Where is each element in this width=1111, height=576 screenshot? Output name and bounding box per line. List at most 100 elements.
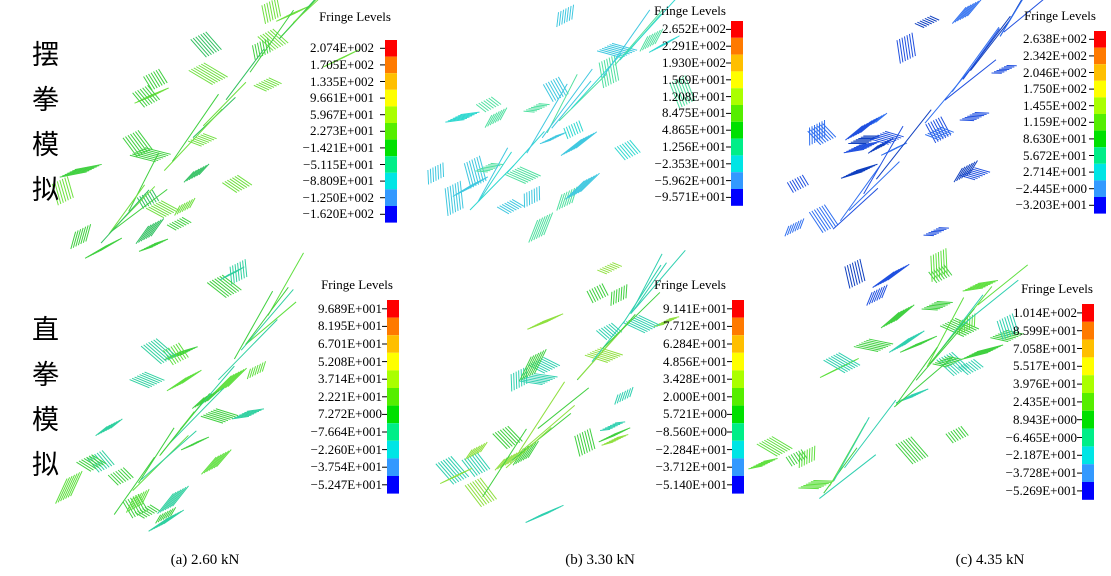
wire	[962, 118, 977, 120]
wire	[142, 148, 169, 157]
fringe-level: 2.273E+001	[309, 123, 374, 139]
wire	[597, 269, 608, 275]
wire	[445, 119, 465, 123]
wire	[798, 453, 801, 469]
wire	[546, 74, 578, 134]
fringe-level: 2.714E+001	[1022, 164, 1087, 180]
fringe-level: 9.661E+001	[309, 90, 374, 106]
legend-title: Fringe Levels	[654, 277, 726, 292]
wire	[184, 200, 191, 211]
wire	[607, 425, 618, 428]
fringe-level: −3.754E+001	[310, 459, 382, 475]
wire	[234, 266, 245, 274]
wire	[823, 447, 858, 494]
wire	[813, 479, 834, 482]
wire	[214, 278, 235, 295]
wire	[208, 453, 225, 471]
fringe-level: −3.712E+001	[655, 459, 727, 475]
wire	[895, 443, 914, 465]
wire	[229, 266, 233, 285]
wire	[872, 142, 884, 152]
wire	[914, 335, 938, 346]
wire	[970, 283, 991, 288]
wire	[144, 147, 171, 155]
wire	[970, 360, 982, 369]
wireframe	[55, 252, 304, 532]
wire	[472, 481, 490, 504]
wire	[1011, 313, 1019, 333]
wire	[935, 253, 938, 280]
wire	[195, 36, 212, 55]
fringe-level: 8.599E+001	[1012, 322, 1077, 338]
fringe-level: 6.284E+001	[662, 336, 727, 351]
wire	[201, 456, 217, 475]
wire	[99, 237, 123, 252]
wire	[215, 373, 235, 394]
wire	[249, 9, 294, 73]
fringe-level: 2.435E+001	[1012, 393, 1077, 409]
fringe-level: −2.353E+001	[654, 155, 726, 171]
wire	[806, 449, 808, 465]
wire	[911, 32, 916, 57]
wire	[517, 167, 539, 178]
wire	[642, 34, 651, 51]
wire	[176, 219, 187, 226]
wire	[575, 175, 595, 195]
wire	[526, 83, 568, 154]
wire	[181, 216, 192, 224]
wire	[158, 68, 168, 84]
wire	[502, 428, 518, 445]
wire	[658, 321, 670, 325]
fringe-swatch	[387, 352, 399, 371]
wire	[447, 117, 468, 122]
wire	[469, 455, 483, 474]
wire	[153, 203, 172, 215]
wire	[196, 66, 221, 82]
wire	[66, 176, 74, 198]
wire	[966, 161, 976, 177]
wire	[535, 104, 548, 107]
wire	[490, 162, 503, 166]
wire	[447, 186, 452, 215]
wire	[860, 117, 879, 134]
wire	[162, 510, 169, 520]
wire	[895, 142, 908, 149]
wire	[163, 509, 185, 525]
wire	[450, 455, 470, 478]
fringe-swatch	[1094, 180, 1106, 197]
wire	[524, 353, 537, 379]
wire	[526, 352, 540, 378]
wire	[568, 125, 574, 137]
wire	[489, 112, 498, 126]
fringe-level: −1.250E+002	[302, 189, 374, 205]
legend-title: Fringe Levels	[654, 3, 726, 18]
wire	[868, 338, 894, 345]
wire	[208, 412, 231, 420]
wire	[530, 218, 541, 242]
wire	[946, 354, 965, 372]
fringe-swatch	[1082, 428, 1094, 447]
wire	[206, 454, 222, 473]
wire	[133, 492, 143, 510]
wire	[256, 83, 270, 91]
wire	[608, 57, 615, 84]
wire	[497, 457, 508, 470]
wire	[141, 488, 150, 506]
wire	[575, 121, 581, 133]
wire	[565, 180, 585, 200]
wire	[965, 362, 977, 372]
fringe-swatch	[1094, 197, 1106, 214]
wire	[999, 0, 1023, 37]
wire	[531, 350, 545, 375]
wire	[586, 429, 593, 451]
wire	[191, 167, 202, 179]
wire	[528, 108, 540, 111]
wire	[927, 16, 937, 22]
wire	[900, 441, 919, 462]
fringe-swatch	[732, 476, 744, 494]
wire	[444, 188, 449, 217]
wire	[472, 445, 481, 457]
wire	[475, 170, 488, 173]
wire	[143, 76, 153, 91]
wire	[545, 82, 557, 101]
